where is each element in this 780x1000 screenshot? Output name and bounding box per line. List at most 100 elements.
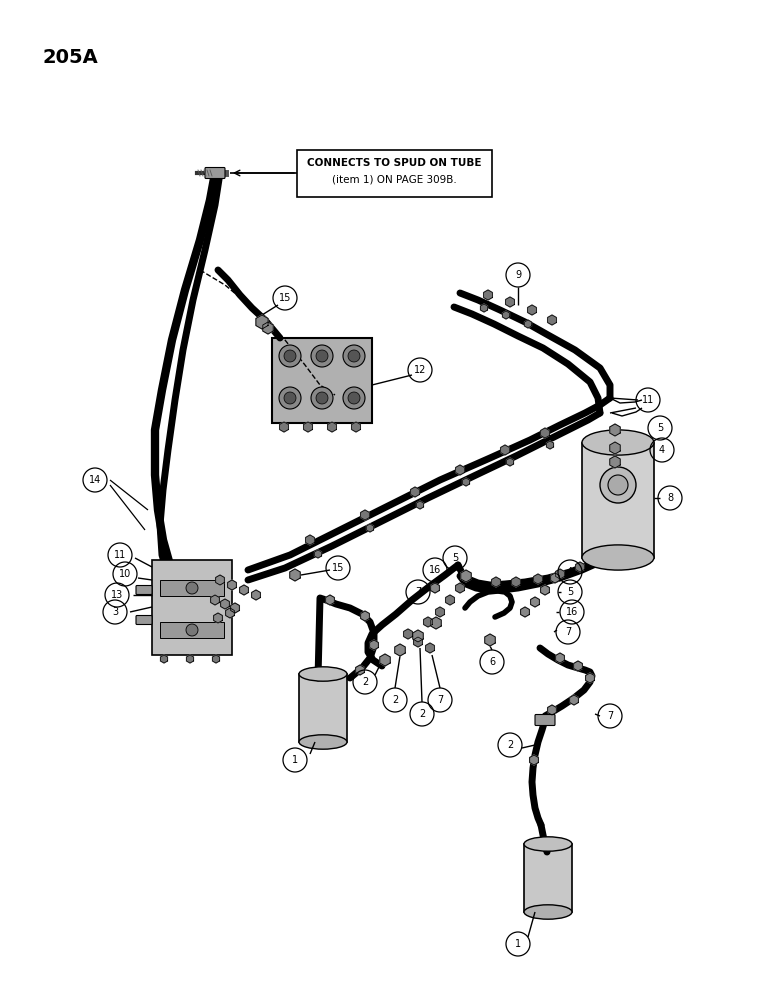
Polygon shape bbox=[610, 442, 620, 454]
Polygon shape bbox=[484, 290, 492, 300]
Circle shape bbox=[343, 387, 365, 409]
Polygon shape bbox=[413, 630, 424, 642]
Text: 6: 6 bbox=[489, 657, 495, 667]
Polygon shape bbox=[380, 654, 390, 666]
Ellipse shape bbox=[524, 905, 572, 919]
Text: 16: 16 bbox=[429, 565, 441, 575]
Text: CONNECTS TO SPUD ON TUBE: CONNECTS TO SPUD ON TUBE bbox=[307, 158, 482, 168]
Polygon shape bbox=[463, 478, 470, 486]
Polygon shape bbox=[541, 585, 549, 595]
Text: 11: 11 bbox=[114, 550, 126, 560]
Polygon shape bbox=[456, 583, 464, 593]
Polygon shape bbox=[417, 501, 424, 509]
Polygon shape bbox=[456, 465, 464, 475]
Circle shape bbox=[279, 387, 301, 409]
Polygon shape bbox=[431, 617, 441, 629]
Polygon shape bbox=[356, 665, 364, 675]
Polygon shape bbox=[360, 510, 370, 520]
Circle shape bbox=[279, 345, 301, 367]
Polygon shape bbox=[547, 441, 554, 449]
Circle shape bbox=[608, 475, 628, 495]
Text: 9: 9 bbox=[515, 270, 521, 280]
Bar bbox=[582, 442, 654, 558]
Polygon shape bbox=[161, 655, 168, 663]
Text: 7: 7 bbox=[607, 711, 613, 721]
Circle shape bbox=[316, 392, 328, 404]
FancyBboxPatch shape bbox=[205, 167, 225, 178]
Polygon shape bbox=[610, 424, 620, 436]
Bar bbox=[160, 580, 224, 596]
Polygon shape bbox=[512, 577, 520, 587]
Bar bbox=[160, 622, 224, 638]
Text: 16: 16 bbox=[566, 607, 578, 617]
Polygon shape bbox=[569, 695, 578, 705]
Ellipse shape bbox=[299, 667, 347, 681]
Circle shape bbox=[284, 350, 296, 362]
Polygon shape bbox=[314, 550, 321, 558]
Polygon shape bbox=[573, 661, 583, 671]
Polygon shape bbox=[506, 458, 513, 466]
Text: 2: 2 bbox=[419, 709, 425, 719]
Text: 1: 1 bbox=[515, 939, 521, 949]
Polygon shape bbox=[370, 640, 378, 650]
Ellipse shape bbox=[582, 430, 654, 455]
Polygon shape bbox=[424, 617, 432, 627]
Polygon shape bbox=[501, 445, 509, 455]
Polygon shape bbox=[252, 590, 261, 600]
Circle shape bbox=[186, 624, 198, 636]
Polygon shape bbox=[326, 595, 335, 605]
Circle shape bbox=[343, 345, 365, 367]
Polygon shape bbox=[530, 597, 539, 607]
Text: 5: 5 bbox=[657, 423, 663, 433]
Polygon shape bbox=[524, 320, 531, 328]
Text: 10: 10 bbox=[119, 569, 131, 579]
Text: 7: 7 bbox=[415, 587, 421, 597]
Polygon shape bbox=[367, 524, 374, 532]
Polygon shape bbox=[586, 673, 594, 683]
Text: 15: 15 bbox=[332, 563, 344, 573]
Polygon shape bbox=[352, 422, 360, 432]
Polygon shape bbox=[485, 634, 495, 646]
Polygon shape bbox=[290, 569, 300, 581]
Polygon shape bbox=[239, 585, 248, 595]
Polygon shape bbox=[256, 315, 268, 329]
Polygon shape bbox=[303, 422, 312, 432]
Text: 7: 7 bbox=[565, 627, 571, 637]
Text: 3: 3 bbox=[112, 607, 118, 617]
Bar bbox=[297, 150, 492, 197]
Polygon shape bbox=[548, 705, 556, 715]
Text: 5: 5 bbox=[567, 587, 573, 597]
Polygon shape bbox=[480, 304, 488, 312]
Polygon shape bbox=[395, 644, 405, 656]
Polygon shape bbox=[576, 562, 584, 572]
Polygon shape bbox=[431, 583, 439, 593]
Circle shape bbox=[316, 350, 328, 362]
Text: (item 1) ON PAGE 309B.: (item 1) ON PAGE 309B. bbox=[332, 175, 457, 185]
Circle shape bbox=[311, 387, 333, 409]
Polygon shape bbox=[436, 607, 445, 617]
Polygon shape bbox=[306, 535, 314, 545]
Bar bbox=[152, 560, 232, 655]
Circle shape bbox=[600, 467, 636, 503]
Text: 2: 2 bbox=[392, 695, 398, 705]
Text: 14: 14 bbox=[89, 475, 101, 485]
Ellipse shape bbox=[299, 735, 347, 749]
Circle shape bbox=[311, 345, 333, 367]
Polygon shape bbox=[360, 611, 370, 621]
Polygon shape bbox=[211, 595, 219, 605]
Polygon shape bbox=[328, 422, 336, 432]
FancyBboxPatch shape bbox=[136, 615, 152, 624]
Polygon shape bbox=[551, 573, 559, 583]
Text: 8: 8 bbox=[667, 493, 673, 503]
Text: 4: 4 bbox=[659, 445, 665, 455]
Polygon shape bbox=[548, 315, 556, 325]
Text: 12: 12 bbox=[414, 365, 426, 375]
Text: 2: 2 bbox=[362, 677, 368, 687]
Polygon shape bbox=[212, 655, 219, 663]
Bar bbox=[524, 844, 572, 912]
Circle shape bbox=[348, 392, 360, 404]
Polygon shape bbox=[215, 575, 225, 585]
Polygon shape bbox=[521, 607, 530, 617]
Polygon shape bbox=[263, 322, 273, 334]
Polygon shape bbox=[214, 613, 222, 623]
